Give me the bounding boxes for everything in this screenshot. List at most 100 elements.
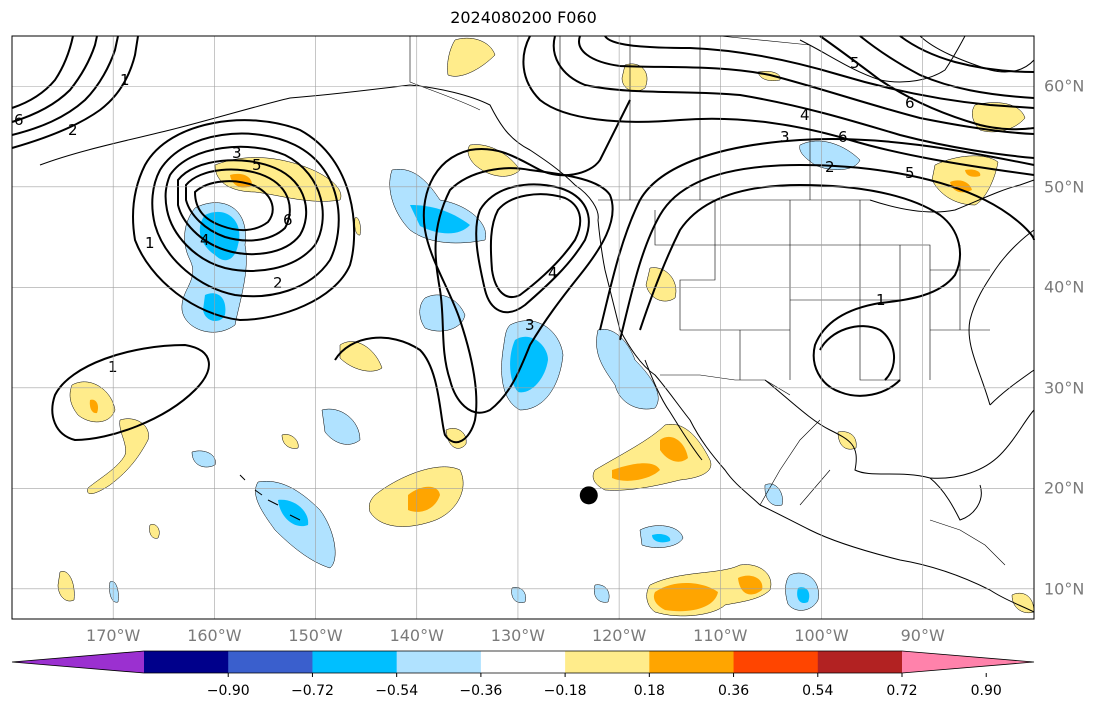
longitude-label: 170°W (86, 626, 141, 645)
hudson-bay (799, 35, 966, 83)
colorbar-extend-max (902, 651, 1034, 673)
longitude-label: 90°W (900, 626, 945, 645)
contour-ne-3 (899, 35, 1035, 73)
contour-lines (11, 35, 1035, 444)
colorbar-segment (228, 651, 313, 673)
contour-low-4 (177, 159, 308, 256)
negative-anomaly (511, 584, 610, 603)
negative-anomaly-core (797, 587, 810, 604)
colorbar-segment (817, 651, 903, 673)
colorbar-tick-label: 0.90 (970, 683, 1002, 699)
contour-label: 6 (14, 111, 24, 129)
positive-anomaly (972, 102, 1026, 133)
map-frame (11, 35, 1035, 620)
contour-low-6 (193, 180, 274, 232)
longitude-label: 160°W (187, 626, 242, 645)
colorbar-extend-min (12, 651, 144, 673)
contour-label: 4 (200, 231, 210, 249)
positive-anomaly-core (653, 575, 763, 612)
coastline-east (968, 229, 1035, 406)
colorbar-tick-label: −0.54 (375, 683, 419, 699)
contour-center-4 (489, 193, 582, 298)
negative-anomaly-core (510, 336, 548, 393)
positive-anomaly (57, 571, 75, 602)
contour-label: 1 (876, 291, 886, 309)
contour-label: 2 (68, 121, 78, 139)
contour-low-1 (132, 119, 356, 322)
latitude-label: 50°N (1044, 177, 1085, 197)
contour-nw-1 (11, 35, 139, 149)
contour-label: 3 (780, 128, 790, 146)
coastlines (39, 35, 1035, 613)
hawaii-islands (239, 474, 301, 521)
coastline-yucatan (929, 477, 982, 521)
positive-anomaly-core (408, 486, 440, 512)
contour-label: 3 (232, 144, 242, 162)
border-us-mexico (660, 374, 791, 396)
contour-label: 5 (252, 156, 262, 174)
contour-label: 1 (108, 358, 118, 376)
contour-east-2 (619, 163, 1035, 341)
colorbar (11, 650, 1035, 677)
contour-north-3 (578, 35, 1035, 135)
contour-low-3 (164, 145, 324, 272)
contour-label: 4 (548, 264, 558, 282)
positive-anomaly (339, 341, 383, 372)
positive-anomaly (87, 418, 149, 494)
contour-label: 1 (120, 71, 130, 89)
coastline-mexico-central (759, 504, 1035, 613)
contour-nw-3 (11, 35, 98, 123)
coastline-alaska (39, 84, 599, 221)
negative-anomaly (764, 483, 783, 506)
mexico-states (759, 419, 831, 506)
negative-anomaly (191, 450, 216, 468)
contour-label: 2 (273, 274, 283, 292)
colorbar-tick-label: 0.18 (633, 683, 665, 699)
positive-anomaly (621, 63, 648, 92)
negative-anomaly (596, 328, 659, 410)
negative-anomaly-core (278, 499, 309, 527)
coastline-baja (644, 359, 703, 461)
colorbar-segment (144, 651, 229, 673)
colorbar-tick-label: 0.54 (802, 683, 834, 699)
negative-anomaly (799, 140, 861, 170)
positive-anomaly-core (612, 436, 688, 481)
central-america (929, 519, 1006, 566)
positive-anomaly (447, 37, 496, 77)
contour-center-2 (434, 167, 614, 414)
contour-label: 2 (825, 158, 835, 176)
colorbar-tick-label: 0.72 (886, 683, 918, 699)
contour-label: 5 (850, 54, 860, 72)
contour-label: 5 (905, 164, 915, 182)
colorbar-tick-label: −0.36 (459, 683, 503, 699)
contour-label: 3 (525, 316, 535, 334)
coastline-florida (989, 369, 1035, 406)
contour-label: 6 (838, 128, 848, 146)
longitude-label: 150°W (288, 626, 343, 645)
map-title: 2024080200 F060 (450, 8, 597, 27)
contour-nw-2 (11, 35, 119, 136)
contour-se-1 (819, 325, 896, 381)
longitude-label: 100°W (794, 626, 849, 645)
contour-north-2 (552, 35, 1035, 159)
latitude-label: 10°N (1044, 579, 1085, 599)
contour-label: 1 (145, 234, 155, 252)
coastline-west-na (597, 219, 761, 506)
positive-anomaly (214, 157, 342, 202)
colorbar-tick-label: −0.90 (206, 683, 250, 699)
political-borders (409, 35, 1006, 566)
negative-anomaly-core (652, 533, 671, 543)
latitude-label: 30°N (1044, 378, 1085, 398)
contour-east-1 (639, 183, 961, 397)
longitude-label: 120°W (591, 626, 647, 645)
latitude-label: 60°N (1044, 76, 1085, 96)
contour-low-2 (151, 132, 340, 298)
colorbar-segment (649, 651, 735, 673)
contour-labels: 1 1 2 3 5 6 4 3 4 1 2 3 5 6 5 6 1 2 6 4 (14, 54, 915, 376)
location-marker (579, 486, 598, 505)
longitude-label: 110°W (693, 626, 748, 645)
colorbar-tick-label: −0.72 (290, 683, 334, 699)
positive-anomaly (281, 434, 299, 449)
colorbar-segment (480, 651, 566, 673)
